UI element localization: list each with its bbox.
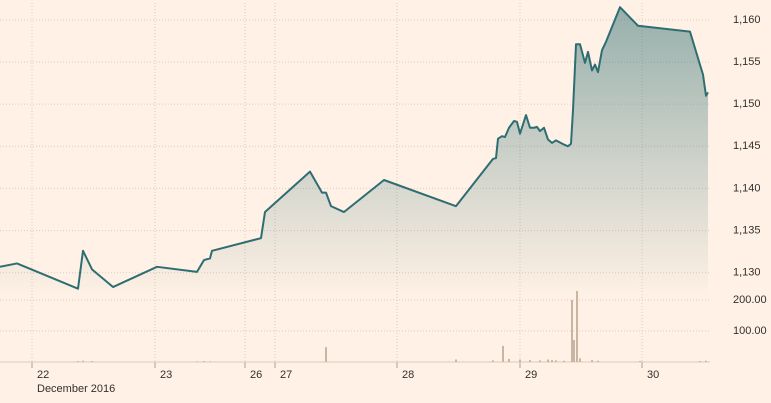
x-tick-label: 30 xyxy=(647,369,659,381)
volume-bar xyxy=(455,359,457,362)
volume-bar xyxy=(551,360,553,362)
y-tick-label: 1,140 xyxy=(733,182,761,194)
volume-bar xyxy=(82,360,84,362)
volume-bar xyxy=(91,361,93,362)
x-tick-label: 29 xyxy=(525,369,537,381)
x-tick-label: 28 xyxy=(402,369,414,381)
volume-bar xyxy=(508,358,510,362)
volume-bar xyxy=(209,361,211,362)
volume-bar xyxy=(705,360,707,362)
volume-bar xyxy=(571,300,573,362)
volume-bar xyxy=(591,360,593,362)
volume-bar xyxy=(639,361,641,362)
volume-bar xyxy=(555,360,557,362)
x-tick-label: 22 xyxy=(37,369,49,381)
volume-bar xyxy=(539,360,541,362)
x-axis-label: December 2016 xyxy=(37,383,115,395)
y-tick-label: 1,160 xyxy=(733,14,761,26)
volume-bar xyxy=(576,291,578,362)
x-tick-label: 26 xyxy=(250,369,262,381)
volume-bar xyxy=(579,358,581,362)
volume-bar xyxy=(597,360,599,362)
volume-bar xyxy=(196,361,198,362)
volume-bar xyxy=(547,359,549,362)
price-line xyxy=(0,6,709,290)
y-tick-label: 1,155 xyxy=(733,56,761,68)
volume-tick-label: 100.00 xyxy=(733,325,767,337)
volume-bar xyxy=(77,361,79,362)
area xyxy=(0,7,708,298)
y-tick-label: 1,150 xyxy=(733,98,761,110)
x-tick-label: 23 xyxy=(160,369,172,381)
volume-bar xyxy=(502,345,504,362)
x-tick-label: 27 xyxy=(280,369,292,381)
volume-bar xyxy=(529,360,531,362)
volume-bar xyxy=(699,361,701,362)
y-tick-label: 1,130 xyxy=(733,267,761,279)
y-tick-label: 1,145 xyxy=(733,140,761,152)
volume-bar xyxy=(492,360,494,362)
volume-bar xyxy=(325,347,327,362)
volume-bar xyxy=(573,339,575,362)
volume-tick-label: 200.00 xyxy=(733,294,767,306)
volume-bar xyxy=(519,359,521,362)
y-tick-label: 1,135 xyxy=(733,224,761,236)
volume-bar xyxy=(203,361,205,362)
volume-bar xyxy=(563,360,565,362)
